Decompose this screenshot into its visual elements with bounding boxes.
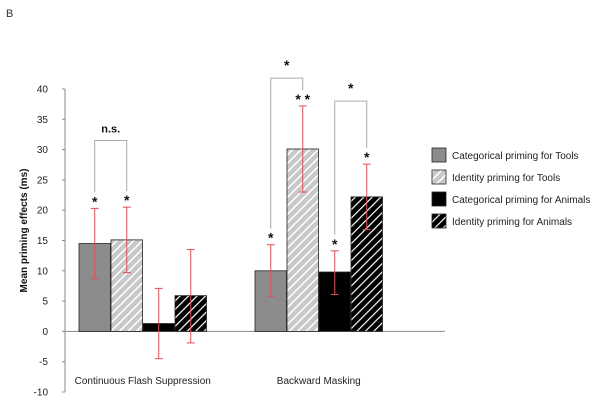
comparison-label: * xyxy=(284,57,290,73)
legend-label: Categorical priming for Tools xyxy=(452,151,579,162)
category-label: Continuous Flash Suppression xyxy=(75,376,211,387)
legend-swatch xyxy=(431,147,447,163)
y-axis-label: Mean priming effects (ms) xyxy=(19,169,30,293)
y-tick-label: 40 xyxy=(37,85,49,96)
category-label: Backward Masking xyxy=(277,376,361,387)
y-tick-label: 5 xyxy=(42,297,48,308)
significance-star: * xyxy=(268,230,274,246)
comparison-label: * xyxy=(348,80,354,96)
y-tick-label: 35 xyxy=(37,115,49,126)
significance-star: * xyxy=(124,192,130,208)
y-tick-label: 25 xyxy=(37,175,49,186)
legend-label: Identity priming for Animals xyxy=(452,217,572,228)
comparison-label: n.s. xyxy=(101,124,120,136)
y-tick-label: 20 xyxy=(37,206,49,217)
legend-label: Identity priming for Tools xyxy=(452,173,560,184)
y-tick-label: 30 xyxy=(37,145,49,156)
legend-swatch xyxy=(431,169,447,185)
significance-star: * * xyxy=(295,91,310,107)
panel-label: B xyxy=(6,8,13,20)
comparison-bracket xyxy=(334,100,368,235)
y-tick-label: -10 xyxy=(34,388,49,399)
legend-swatch xyxy=(431,191,447,207)
legend-label: Categorical priming for Animals xyxy=(452,195,590,206)
y-tick-label: 0 xyxy=(42,327,48,338)
comparison-bracket xyxy=(270,77,304,229)
annotations: n.s. * * xyxy=(94,57,368,235)
bars: * * * * * * * xyxy=(78,91,383,360)
y-tick-label: 10 xyxy=(37,266,49,277)
comparison-bracket xyxy=(94,140,128,193)
y-tick-label: -5 xyxy=(39,357,48,368)
legend: Categorical priming for Tools Identity pr… xyxy=(431,147,590,229)
y-tick-label: 15 xyxy=(37,236,49,247)
significance-star: * xyxy=(332,236,338,252)
legend-swatch xyxy=(431,213,447,229)
significance-star: * xyxy=(364,149,370,165)
significance-star: * xyxy=(92,193,98,209)
